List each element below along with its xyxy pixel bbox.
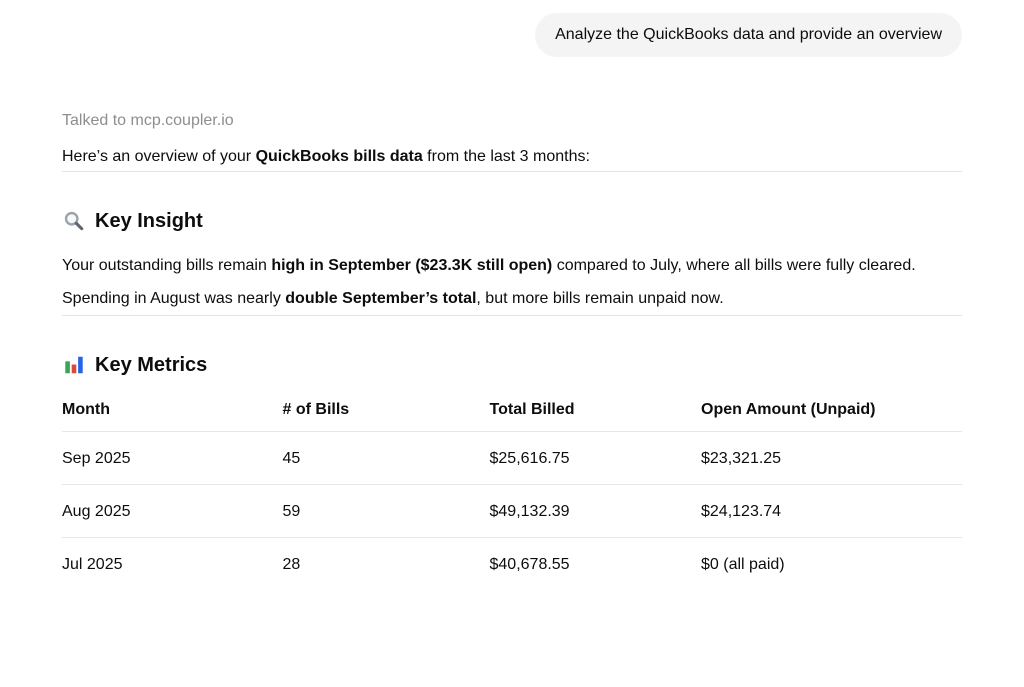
section-divider [62,171,962,172]
intro-bold: QuickBooks bills data [255,148,423,165]
column-header-open-amount: Open Amount (Unpaid) [701,398,962,432]
table-row: Jul 2025 28 $40,678.55 $0 (all paid) [62,538,962,591]
user-message-row: Analyze the QuickBooks data and provide … [0,13,1024,57]
key-metrics-title: Key Metrics [95,354,208,376]
assistant-response: Talked to mcp.coupler.io Here’s an overv… [0,109,1024,590]
tool-status-text: Talked to mcp.coupler.io [62,112,234,129]
bar-chart-icon [62,353,86,377]
section-divider [62,315,962,316]
cell-total-billed: $25,616.75 [489,431,701,485]
intro-post: from the last 3 months: [422,148,590,165]
insight-paragraph: Your outstanding bills remain high in Se… [62,249,962,315]
cell-bills: 28 [282,556,301,573]
intro-text: Here’s an overview of your QuickBooks bi… [62,143,962,171]
cell-total-billed: $40,678.55 [489,556,570,573]
insight-seg-bold: double September’s total [285,290,477,307]
user-message-bubble: Analyze the QuickBooks data and provide … [535,13,962,57]
column-header-total-billed: Total Billed [489,398,701,432]
intro-pre: Here’s an overview of your [62,148,256,165]
cell-open-amount: $24,123.74 [701,484,962,538]
insight-seg: , but more bills remain unpaid now. [476,290,724,307]
magnifier-icon [62,209,86,233]
cell-month: Sep 2025 [62,431,283,485]
cell-total-billed: $49,132.39 [489,484,701,538]
key-insight-heading: Key Insight [62,207,962,235]
cell-open-amount: $0 (all paid) [701,556,785,573]
cell-bills: 45 [282,431,490,485]
cell-month: Aug 2025 [62,484,283,538]
column-header-month: Month [62,398,283,432]
key-metrics-heading: Key Metrics [62,351,962,379]
table-row: Aug 2025 59 $49,132.39 $24,123.74 [62,484,962,538]
key-insight-title: Key Insight [95,210,203,232]
cell-open-amount: $23,321.25 [701,431,962,485]
metrics-table: Month # of Bills Total Billed Open Amoun… [62,398,962,590]
column-header-bills: # of Bills [282,398,490,432]
insight-seg: compared to July, where all bills were f… [62,257,916,307]
table-header: Month # of Bills Total Billed Open Amoun… [62,398,962,432]
cell-bills: 59 [282,484,490,538]
insight-seg: Your outstanding bills remain [62,257,272,274]
insight-seg-bold: high in September ($23.3K still open) [271,257,553,274]
cell-month: Jul 2025 [62,556,123,573]
table-row: Sep 2025 45 $25,616.75 $23,321.25 [62,431,962,485]
